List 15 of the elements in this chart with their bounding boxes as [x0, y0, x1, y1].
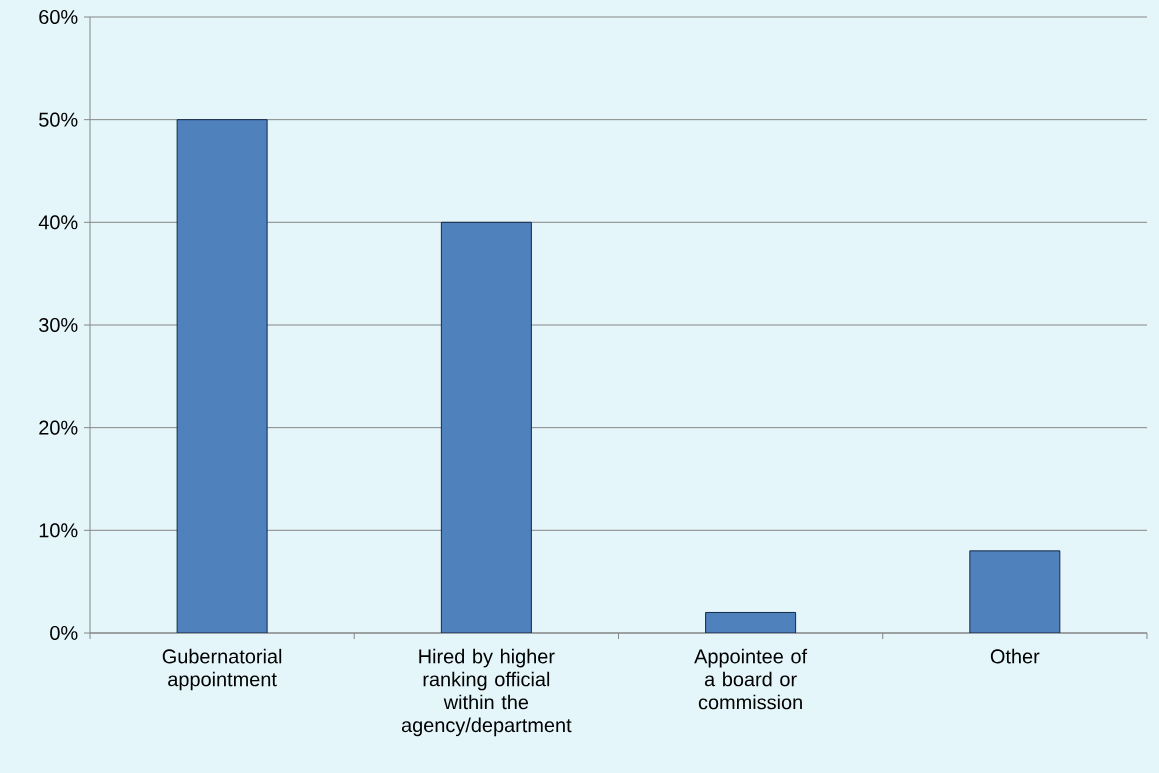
y-tick-label: 60%: [39, 9, 78, 25]
y-tick-label: 20%: [39, 420, 78, 435]
x-tick-label: Appointee of a board or commission: [694, 648, 808, 710]
bar: [705, 611, 797, 633]
bar: [969, 550, 1061, 633]
x-tick-label: Hired by higher ranking official within the agency/department: [401, 648, 572, 737]
y-tick-label: 30%: [39, 317, 78, 333]
bar: [440, 221, 532, 633]
x-tick-label: Gubernatorial appointment: [162, 648, 282, 691]
y-tick-label: 0%: [50, 625, 78, 641]
y-tick-label: 50%: [39, 112, 78, 127]
bar: [176, 119, 268, 633]
x-tick-label: Other: [990, 648, 1040, 664]
y-tick-label: 10%: [39, 523, 78, 538]
y-tick-label: 40%: [38, 215, 78, 230]
